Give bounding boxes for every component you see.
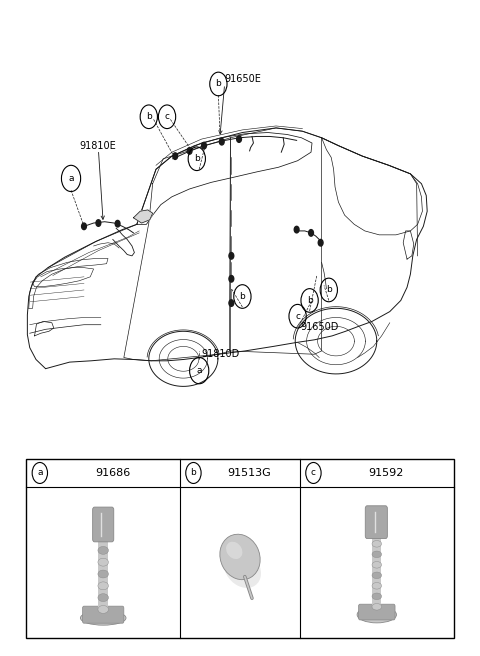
- FancyBboxPatch shape: [93, 507, 114, 542]
- Circle shape: [96, 220, 101, 226]
- Text: b: b: [191, 468, 196, 478]
- Circle shape: [309, 230, 313, 236]
- Circle shape: [202, 142, 206, 149]
- Text: 91513G: 91513G: [228, 468, 272, 478]
- Text: b: b: [326, 285, 332, 295]
- Text: 91686: 91686: [95, 468, 131, 478]
- Circle shape: [219, 138, 224, 145]
- Text: b: b: [146, 112, 152, 121]
- FancyBboxPatch shape: [372, 535, 381, 607]
- Text: 91810E: 91810E: [79, 140, 116, 151]
- Ellipse shape: [372, 541, 382, 547]
- Ellipse shape: [224, 550, 261, 588]
- Text: a: a: [196, 366, 202, 375]
- Text: c: c: [165, 112, 169, 121]
- Circle shape: [318, 239, 323, 246]
- Circle shape: [237, 136, 241, 142]
- Ellipse shape: [81, 611, 126, 625]
- Text: c: c: [311, 468, 316, 478]
- Circle shape: [187, 148, 192, 154]
- Ellipse shape: [372, 562, 382, 568]
- FancyBboxPatch shape: [26, 459, 454, 638]
- Text: b: b: [307, 296, 312, 305]
- Ellipse shape: [98, 582, 108, 590]
- Ellipse shape: [98, 558, 108, 566]
- Ellipse shape: [226, 542, 242, 559]
- Ellipse shape: [98, 594, 108, 602]
- FancyBboxPatch shape: [98, 541, 108, 609]
- Ellipse shape: [357, 606, 396, 623]
- Circle shape: [229, 276, 234, 282]
- Text: 91592: 91592: [369, 468, 404, 478]
- FancyBboxPatch shape: [359, 604, 395, 620]
- Ellipse shape: [372, 604, 382, 610]
- Text: 91650E: 91650E: [225, 73, 262, 84]
- Ellipse shape: [98, 605, 108, 613]
- Ellipse shape: [372, 551, 382, 558]
- Ellipse shape: [372, 593, 382, 600]
- Circle shape: [82, 223, 86, 230]
- Circle shape: [294, 226, 299, 233]
- Text: b: b: [216, 79, 221, 89]
- Text: b: b: [194, 154, 200, 163]
- Text: b: b: [240, 292, 245, 301]
- FancyBboxPatch shape: [83, 606, 124, 623]
- Text: a: a: [37, 468, 43, 478]
- Text: c: c: [295, 312, 300, 321]
- Circle shape: [229, 300, 234, 306]
- Circle shape: [173, 153, 178, 159]
- Text: a: a: [68, 174, 74, 183]
- Ellipse shape: [98, 570, 108, 578]
- Ellipse shape: [220, 534, 260, 580]
- FancyBboxPatch shape: [365, 506, 387, 539]
- Polygon shape: [133, 210, 153, 223]
- Ellipse shape: [98, 546, 108, 554]
- Ellipse shape: [372, 572, 382, 579]
- Circle shape: [115, 220, 120, 227]
- Text: 91650D: 91650D: [300, 321, 338, 332]
- Ellipse shape: [372, 583, 382, 589]
- Text: 91810D: 91810D: [202, 349, 240, 359]
- Circle shape: [229, 253, 234, 259]
